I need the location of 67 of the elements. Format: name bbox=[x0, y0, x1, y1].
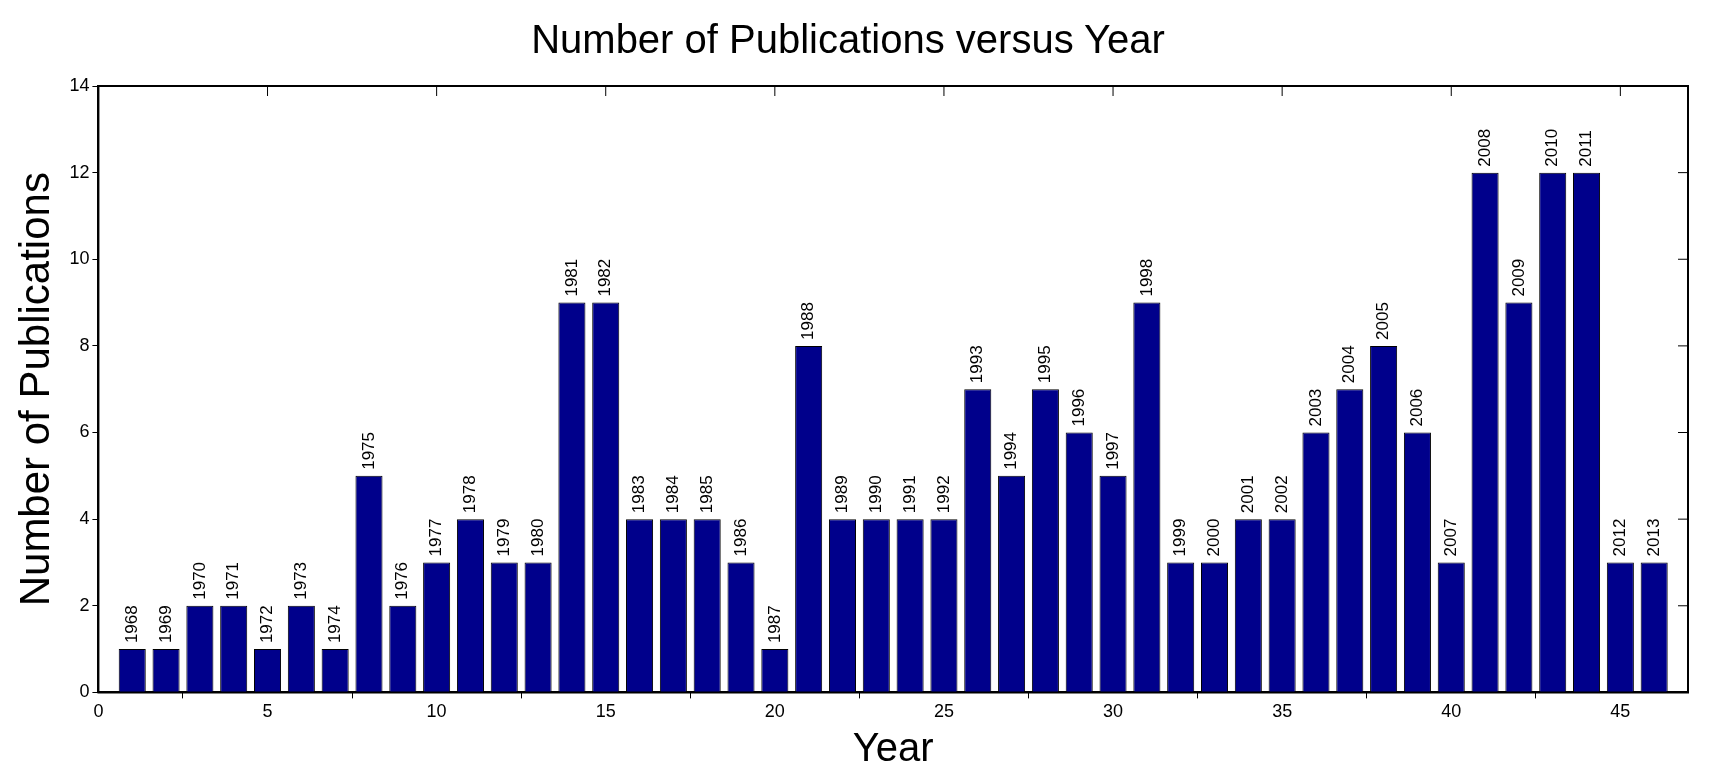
annotation: 1996 bbox=[1068, 388, 1088, 427]
annotation: 1988 bbox=[798, 302, 818, 340]
annotation: 1990 bbox=[865, 475, 885, 514]
annotation: 1992 bbox=[933, 475, 953, 514]
y-tick-label: 14 bbox=[69, 74, 90, 95]
x-tick-label: 30 bbox=[1103, 701, 1124, 722]
annotation: 2008 bbox=[1474, 128, 1494, 167]
annotation: 1982 bbox=[595, 258, 615, 297]
x-tick-label: 45 bbox=[1610, 701, 1631, 722]
annotation: 2009 bbox=[1508, 258, 1528, 297]
y-tick-label: 12 bbox=[69, 161, 90, 182]
annotation: 1985 bbox=[696, 475, 716, 514]
annotation: 2003 bbox=[1305, 388, 1325, 427]
annotation: 2011 bbox=[1576, 130, 1596, 167]
annotation: 2005 bbox=[1373, 302, 1393, 340]
annotation: 1998 bbox=[1136, 258, 1156, 297]
chart-title: Number of Publications versus Year bbox=[531, 17, 1165, 62]
annotation: 2013 bbox=[1643, 518, 1663, 557]
annotation: 1987 bbox=[764, 605, 784, 644]
y-tick-label: 8 bbox=[79, 334, 90, 355]
annotation: 1991 bbox=[899, 475, 919, 514]
y-tick-label: 0 bbox=[79, 681, 90, 702]
annotation: 1976 bbox=[392, 561, 412, 600]
annotation: 1999 bbox=[1170, 518, 1190, 557]
annotation: 2001 bbox=[1238, 475, 1258, 514]
annotation: 2012 bbox=[1610, 518, 1630, 557]
annotation: 1981 bbox=[561, 258, 581, 297]
x-tick-label: 40 bbox=[1441, 701, 1462, 722]
x-axis-title: Year bbox=[852, 725, 934, 770]
annotation: 2010 bbox=[1542, 128, 1562, 167]
annotation: 2000 bbox=[1204, 518, 1224, 557]
annotation: 1984 bbox=[663, 475, 683, 514]
annotation: 1969 bbox=[155, 605, 175, 644]
annotation: 2006 bbox=[1407, 388, 1427, 427]
x-tick-label: 20 bbox=[764, 701, 785, 722]
x-tick-label: 0 bbox=[93, 701, 104, 722]
y-tick-label: 4 bbox=[79, 508, 90, 529]
x-tick-label: 15 bbox=[595, 701, 616, 722]
y-tick-label: 2 bbox=[79, 594, 90, 615]
annotation: 2007 bbox=[1440, 518, 1460, 557]
annotation: 1972 bbox=[257, 605, 277, 644]
y-tick-label: 6 bbox=[79, 421, 90, 442]
annotation: 1994 bbox=[1001, 432, 1021, 470]
annotation: 1980 bbox=[527, 518, 547, 557]
annotation: 1995 bbox=[1035, 345, 1055, 384]
annotation: 1983 bbox=[629, 475, 649, 514]
annotation: 1997 bbox=[1102, 432, 1122, 470]
annotation: 1979 bbox=[493, 518, 513, 557]
annotation: 2004 bbox=[1339, 345, 1359, 384]
annotation: 1973 bbox=[291, 561, 311, 600]
x-tick-label: 35 bbox=[1272, 701, 1293, 722]
y-tick-label: 10 bbox=[69, 248, 90, 269]
annotation: 1968 bbox=[121, 605, 141, 644]
annotation: 1971 bbox=[223, 561, 243, 600]
x-tick-label: 25 bbox=[933, 701, 954, 722]
annotation: 1978 bbox=[460, 475, 480, 514]
y-axis-title: Number of Publications bbox=[10, 172, 58, 607]
annotation: 1977 bbox=[426, 518, 446, 557]
annotation: 1970 bbox=[189, 561, 209, 600]
annotation: 1993 bbox=[967, 345, 987, 384]
annotation: 2002 bbox=[1271, 475, 1291, 514]
x-tick-label: 10 bbox=[426, 701, 447, 722]
annotation: 1986 bbox=[730, 518, 750, 557]
annotation: 1975 bbox=[358, 432, 378, 470]
x-tick-label: 5 bbox=[262, 701, 273, 722]
annotation: 1989 bbox=[832, 475, 852, 514]
annotation: 1974 bbox=[324, 605, 344, 644]
